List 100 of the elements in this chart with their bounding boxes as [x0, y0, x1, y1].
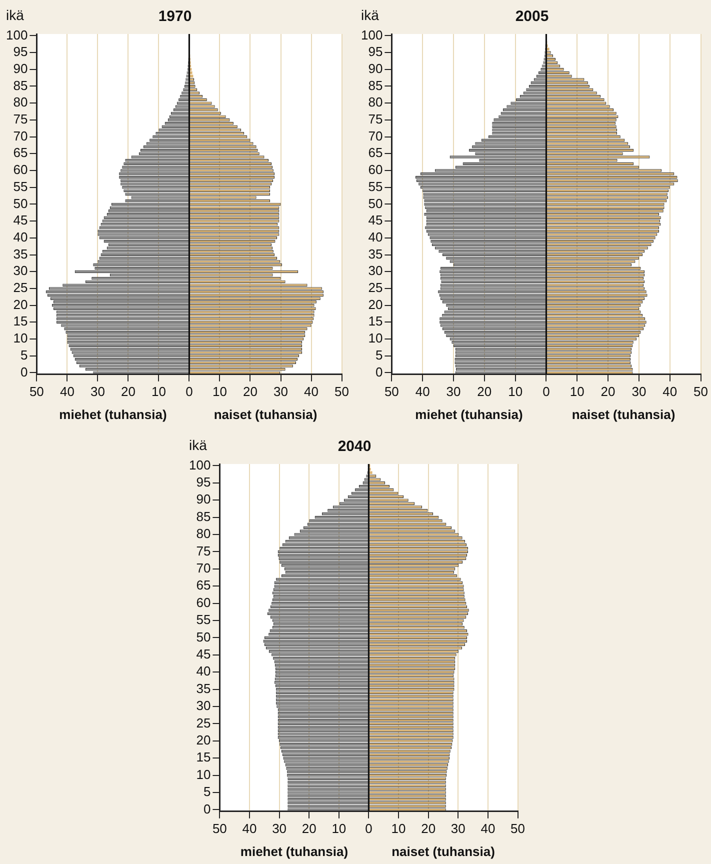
x-tick-label: 10 — [332, 820, 346, 836]
text: naiset (tuhansia) — [572, 407, 676, 422]
x-tick-label: 30 — [272, 820, 287, 836]
x-tick-label: 20 — [243, 384, 258, 399]
x-tick-label: 20 — [120, 384, 136, 399]
y-tick-label: 50 — [368, 196, 383, 211]
y-tick-label: 60 — [368, 162, 383, 178]
x-tick-label: 0 — [186, 384, 193, 399]
chart-title: 2040 — [338, 438, 372, 456]
y-tick-label: 100 — [360, 27, 383, 42]
y-tick-label: 50 — [196, 629, 211, 644]
x-tick-label: 10 — [391, 820, 406, 836]
y-axis-title: ikä — [361, 7, 380, 23]
y-tick-label: 75 — [196, 543, 211, 558]
text: miehet (tuhansia) — [415, 407, 523, 422]
y-tick-label: 100 — [6, 27, 28, 42]
x-tick-label: 20 — [421, 820, 436, 836]
x-tick-label: 20 — [302, 820, 316, 836]
y-axis-title: ikä — [189, 437, 208, 453]
y-tick-label: 95 — [368, 44, 383, 60]
y-tick-label: 70 — [196, 560, 211, 576]
y-tick-label: 10 — [13, 330, 28, 346]
y-tick-label: 20 — [368, 296, 383, 312]
x-tick-label: 30 — [632, 384, 646, 399]
x-tick-label: 40 — [415, 384, 430, 399]
y-tick-label: 60 — [13, 162, 28, 178]
y-tick-label: 75 — [13, 112, 28, 127]
y-tick-label: 20 — [13, 296, 28, 312]
x-tick-label: 10 — [508, 384, 523, 399]
y-tick-label: 30 — [196, 698, 211, 714]
y-tick-label: 85 — [368, 78, 383, 93]
x-tick-label: 20 — [477, 384, 492, 399]
y-tick-label: 85 — [196, 508, 211, 524]
y-tick-label: 80 — [368, 94, 383, 110]
y-tick-label: 30 — [368, 263, 383, 278]
y-tick-label: 90 — [13, 60, 28, 76]
x-tick-label: 20 — [600, 384, 616, 399]
y-tick-label: 35 — [13, 246, 28, 262]
x-tick-label: 40 — [480, 820, 496, 836]
y-tick-label: 45 — [13, 212, 28, 228]
y-tick-label: 5 — [20, 347, 28, 362]
x-tick-label: 30 — [274, 384, 288, 399]
y-tick-label: 5 — [203, 784, 211, 800]
y-tick-label: 15 — [196, 750, 211, 765]
y-tick-label: 15 — [368, 314, 383, 329]
y-tick-label: 60 — [196, 594, 211, 610]
chart-title: 2005 — [515, 8, 549, 26]
x-tick-label: 40 — [662, 384, 678, 399]
y-tick-label: 80 — [196, 526, 211, 542]
x-tick-label: 10 — [570, 384, 584, 399]
x-tick-label: 50 — [510, 820, 526, 836]
x-tick-label: 10 — [212, 384, 227, 399]
y-tick-label: 10 — [196, 766, 211, 782]
y-tick-label: 95 — [196, 474, 211, 490]
y-tick-label: 90 — [196, 492, 211, 507]
y-tick-label: 65 — [368, 145, 383, 160]
y-tick-label: 35 — [368, 246, 383, 262]
y-tick-label: 70 — [368, 128, 383, 144]
y-tick-label: 80 — [13, 94, 28, 110]
y-tick-label: 35 — [196, 680, 211, 696]
y-tick-label: 65 — [196, 578, 211, 593]
x-tick-label: 0 — [542, 384, 550, 399]
text: naiset (tuhansia) — [392, 844, 495, 859]
y-tick-label: 0 — [375, 364, 383, 380]
x-tick-label: 30 — [446, 384, 461, 399]
x-tick-label: 10 — [151, 384, 166, 399]
y-tick-label: 0 — [203, 801, 211, 816]
y-tick-label: 90 — [368, 60, 383, 76]
y-tick-label: 40 — [368, 229, 383, 244]
y-tick-label: 10 — [368, 330, 383, 346]
y-tick-label: 45 — [368, 212, 383, 228]
y-tick-label: 20 — [196, 732, 211, 748]
x-tick-label: 40 — [304, 384, 318, 399]
y-tick-label: 15 — [13, 314, 28, 329]
y-tick-label: 95 — [13, 44, 28, 60]
y-axis-title: ikä — [6, 7, 24, 23]
y-tick-label: 55 — [368, 178, 383, 194]
y-tick-label: 30 — [13, 263, 28, 278]
y-tick-label: 50 — [13, 196, 28, 211]
x-tick-label: 50 — [334, 384, 350, 399]
y-tick-label: 25 — [196, 715, 211, 730]
y-tick-label: 65 — [13, 145, 28, 160]
y-tick-label: 5 — [375, 347, 383, 362]
y-tick-label: 85 — [13, 78, 28, 93]
x-tick-label: 40 — [242, 820, 257, 836]
y-tick-label: 0 — [20, 364, 28, 380]
y-tick-label: 55 — [196, 612, 211, 628]
text: miehet (tuhansia) — [59, 407, 167, 422]
y-tick-label: 100 — [188, 457, 211, 472]
y-tick-label: 75 — [368, 112, 383, 127]
x-tick-label: 30 — [450, 820, 466, 836]
chart-title: 1970 — [158, 8, 192, 26]
text: miehet (tuhansia) — [240, 844, 348, 859]
y-tick-label: 40 — [13, 229, 28, 244]
x-tick-label: 30 — [90, 384, 105, 399]
y-tick-label: 55 — [13, 178, 28, 194]
y-tick-label: 25 — [13, 280, 28, 296]
x-tick-label: 40 — [60, 384, 74, 399]
text: naiset (tuhansia) — [214, 407, 318, 422]
y-tick-label: 45 — [196, 646, 211, 662]
